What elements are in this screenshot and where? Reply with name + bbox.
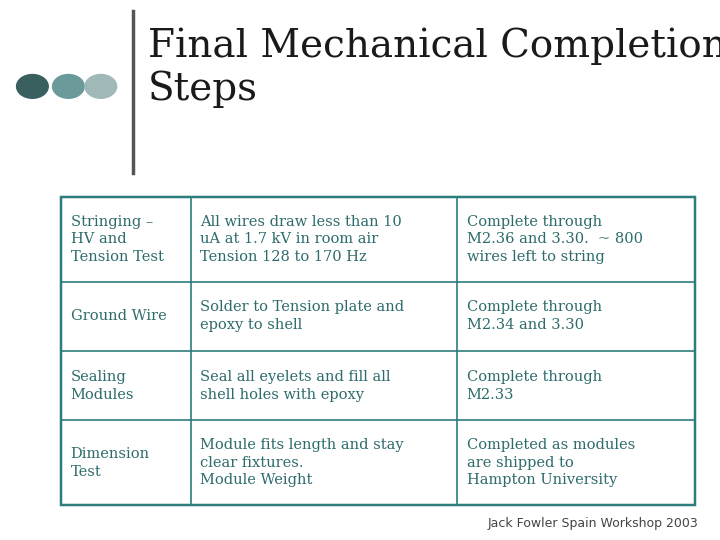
Text: Complete through
M2.36 and 3.30.  ~ 800
wires left to string: Complete through M2.36 and 3.30. ~ 800 w… [467, 214, 642, 264]
Circle shape [85, 75, 117, 98]
Text: Dimension
Test: Dimension Test [71, 447, 150, 478]
Text: Stringing –
HV and
Tension Test: Stringing – HV and Tension Test [71, 214, 163, 264]
Text: Completed as modules
are shipped to
Hampton University: Completed as modules are shipped to Hamp… [467, 438, 635, 488]
Text: Sealing
Modules: Sealing Modules [71, 370, 134, 402]
Text: Complete through
M2.34 and 3.30: Complete through M2.34 and 3.30 [467, 300, 602, 332]
Bar [61, 197, 695, 505]
Text: All wires draw less than 10
uA at 1.7 kV in room air
Tension 128 to 170 Hz: All wires draw less than 10 uA at 1.7 kV… [200, 214, 402, 264]
Text: Module fits length and stay
clear fixtures.
Module Weight: Module fits length and stay clear fixtur… [200, 438, 404, 488]
Circle shape [17, 75, 48, 98]
Text: Complete through
M2.33: Complete through M2.33 [467, 370, 602, 402]
Text: Final Mechanical Completion
Steps: Final Mechanical Completion Steps [148, 27, 720, 108]
Text: Solder to Tension plate and
epoxy to shell: Solder to Tension plate and epoxy to she… [200, 300, 405, 332]
Circle shape [53, 75, 84, 98]
Text: Seal all eyelets and fill all
shell holes with epoxy: Seal all eyelets and fill all shell hole… [200, 370, 391, 402]
Text: Ground Wire: Ground Wire [71, 309, 166, 323]
Text: Jack Fowler Spain Workshop 2003: Jack Fowler Spain Workshop 2003 [487, 517, 698, 530]
